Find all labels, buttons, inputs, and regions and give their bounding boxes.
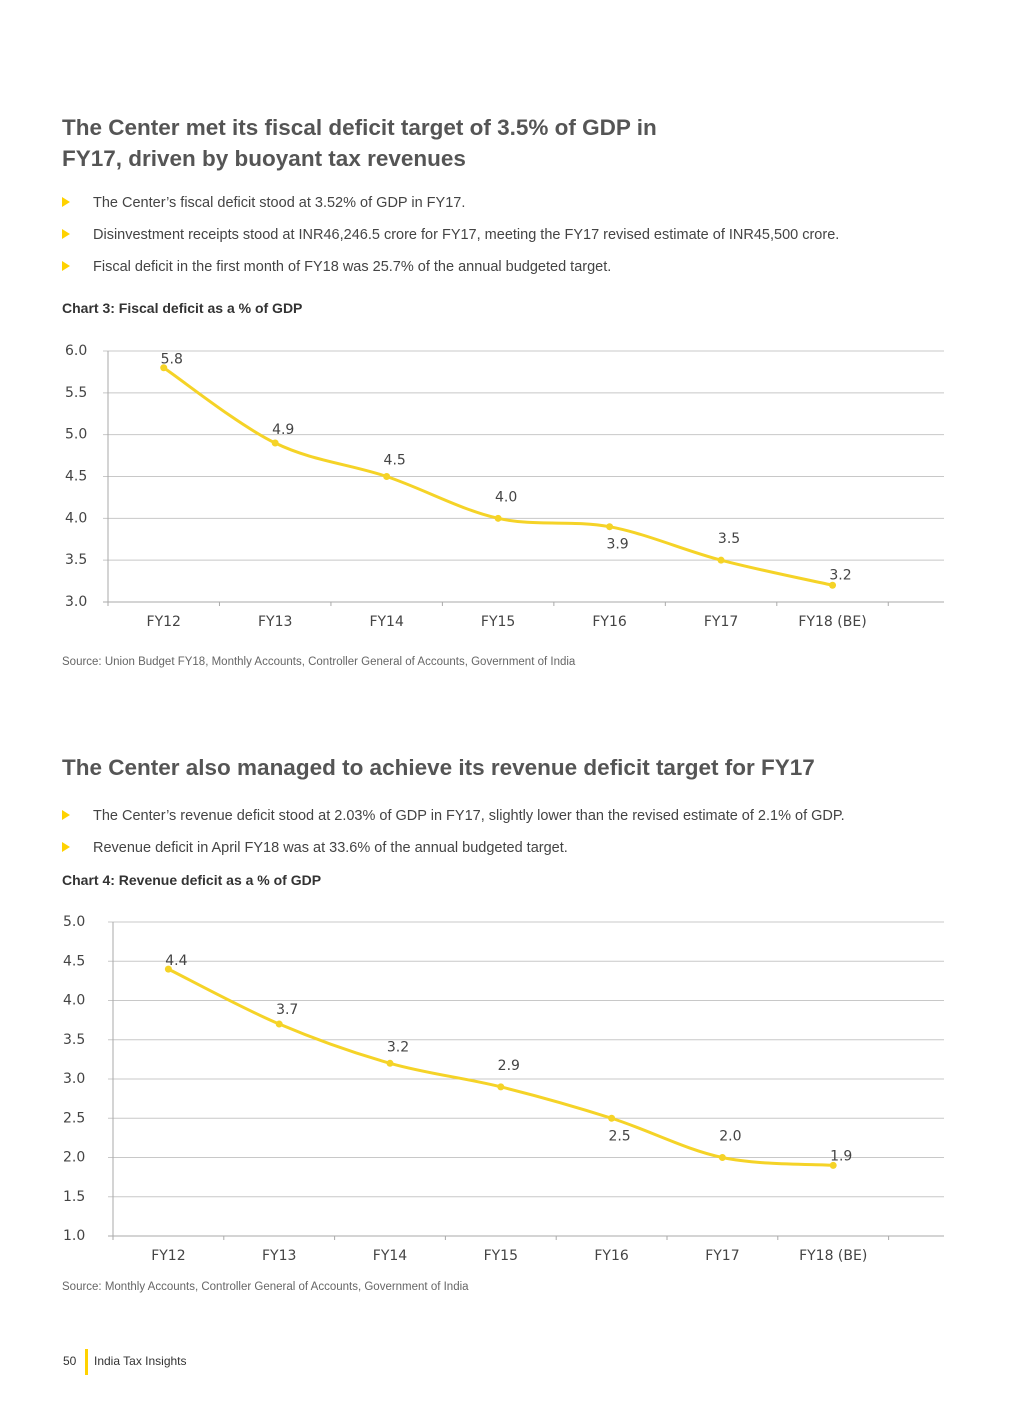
chart3-data-label: 4.5 <box>384 453 406 469</box>
footer-divider <box>85 1349 88 1375</box>
chart3-y-tick-label: 6.0 <box>65 343 87 359</box>
chart4-source: Source: Monthly Accounts, Controller Gen… <box>62 1281 469 1293</box>
chart4-y-tick-label: 1.5 <box>63 1189 85 1205</box>
chart3-x-tick-label: FY15 <box>481 614 515 630</box>
chart4-data-label: 3.2 <box>387 1039 409 1055</box>
chart3-data-point <box>606 523 614 531</box>
chart3-y-tick-label: 5.5 <box>65 385 87 401</box>
chart4-x-tick-label: FY13 <box>262 1248 296 1264</box>
bullet-text: Fiscal deficit in the first month of FY1… <box>93 259 612 275</box>
chart3-x-tick-label: FY13 <box>258 614 292 630</box>
bullet-text: Disinvestment receipts stood at INR46,24… <box>93 227 840 243</box>
chart4-data-label: 2.0 <box>719 1129 741 1145</box>
bullet-item: Disinvestment receipts stood at INR46,24… <box>62 225 839 257</box>
chart3-y-tick-label: 3.0 <box>65 594 87 610</box>
chart4-y-tick-label: 4.5 <box>63 953 85 969</box>
chart3-title: Chart 3: Fiscal deficit as a % of GDP <box>62 300 303 316</box>
chart3-data-point <box>829 581 837 589</box>
chart3-source: Source: Union Budget FY18, Monthly Accou… <box>62 656 576 668</box>
chart4-x-tick-label: FY12 <box>151 1248 185 1264</box>
section1-bullet-list: The Center’s fiscal deficit stood at 3.5… <box>62 193 839 289</box>
chart4-x-tick-label: FY14 <box>373 1248 408 1264</box>
chart4-y-tick-label: 1.0 <box>63 1228 85 1244</box>
chart4-data-point <box>164 965 172 973</box>
section1-heading-line1: The Center met its fiscal deficit target… <box>62 115 657 140</box>
chart3-x-tick-label: FY18 (BE) <box>798 614 866 630</box>
chart4-data-label: 2.5 <box>608 1128 630 1144</box>
chart3-data-label: 5.8 <box>161 352 183 368</box>
bullet-text: The Center’s revenue deficit stood at 2.… <box>93 808 845 824</box>
chart3-y-tick-label: 4.0 <box>65 510 87 526</box>
bullet-arrow-icon <box>62 810 70 820</box>
chart4-y-tick-label: 3.0 <box>63 1071 85 1087</box>
bullet-item: The Center’s fiscal deficit stood at 3.5… <box>62 193 839 225</box>
chart3-data-point <box>383 473 391 480</box>
bullet-item: The Center’s revenue deficit stood at 2.… <box>62 806 845 838</box>
bullet-item: Fiscal deficit in the first month of FY1… <box>62 257 839 289</box>
publication-name: India Tax Insights <box>94 1354 187 1368</box>
chart3-data-point <box>717 556 725 564</box>
chart4-y-tick-label: 3.5 <box>63 1032 85 1048</box>
chart3-data-point <box>160 364 168 372</box>
section2-bullet-list: The Center’s revenue deficit stood at 2.… <box>62 806 845 870</box>
bullet-arrow-icon <box>62 197 70 207</box>
chart4-y-tick-label: 5.0 <box>63 914 85 930</box>
chart4-revenue-deficit: 1.0 1.5 2.0 2.5 3.0 3.5 4.0 4.5 5.0 FY12 FY13 FY14 F… <box>63 914 944 1264</box>
page-number: 50 <box>63 1354 77 1368</box>
bullet-arrow-icon <box>62 261 70 271</box>
chart3-y-tick-label: 5.0 <box>65 427 87 443</box>
chart3-x-tick-label: FY12 <box>147 614 181 630</box>
chart4-data-label: 1.9 <box>830 1148 852 1164</box>
chart3-data-label: 3.5 <box>718 531 740 547</box>
chart4-data-point <box>608 1114 616 1122</box>
section2-heading: The Center also managed to achieve its r… <box>62 755 815 780</box>
chart3-data-label: 3.2 <box>829 567 851 583</box>
chart4-y-tick-label: 4.0 <box>63 993 85 1009</box>
chart4-y-tick-label: 2.5 <box>63 1110 85 1126</box>
chart3-data-label: 4.9 <box>272 422 294 438</box>
chart3-x-tick-label: FY14 <box>369 614 404 630</box>
chart4-data-point <box>829 1161 837 1169</box>
chart3-data-point <box>271 439 279 447</box>
chart4-data-point <box>386 1059 394 1067</box>
section1-heading: The Center met its fiscal deficit target… <box>62 112 657 174</box>
bullet-item: Revenue deficit in April FY18 was at 33.… <box>62 838 845 870</box>
section1-heading-line2: FY17, driven by buoyant tax revenues <box>62 146 466 171</box>
chart3-x-tick-label: FY17 <box>704 614 738 630</box>
chart4-y-tick-label: 2.0 <box>63 1150 85 1166</box>
chart4-x-tick-label: FY18 (BE) <box>799 1248 867 1264</box>
bullet-arrow-icon <box>62 229 70 239</box>
chart3-data-label: 3.9 <box>606 537 628 553</box>
chart4-data-point <box>497 1083 505 1091</box>
chart4-x-tick-label: FY16 <box>594 1248 629 1264</box>
chart3-y-tick-label: 4.5 <box>65 469 87 485</box>
bullet-arrow-icon <box>62 842 70 852</box>
chart4-x-tick-label: FY17 <box>705 1248 739 1264</box>
chart4-data-point <box>718 1154 726 1161</box>
chart4-data-label: 3.7 <box>276 1002 298 1018</box>
chart4-data-label: 2.9 <box>498 1058 520 1074</box>
chart4-data-point <box>275 1020 283 1028</box>
chart4-x-tick-label: FY15 <box>484 1248 518 1264</box>
bullet-text: Revenue deficit in April FY18 was at 33.… <box>93 840 568 856</box>
chart3-data-label: 4.0 <box>495 489 517 505</box>
bullet-text: The Center’s fiscal deficit stood at 3.5… <box>93 195 466 211</box>
chart3-fiscal-deficit: 3.0 3.5 4.0 4.5 5.0 5.5 6.0 FY12 FY13 FY14 FY15 FY1… <box>65 343 944 630</box>
chart4-title: Chart 4: Revenue deficit as a % of GDP <box>62 872 322 888</box>
chart3-data-point <box>494 514 502 522</box>
chart3-y-tick-label: 3.5 <box>65 552 87 568</box>
chart3-x-tick-label: FY16 <box>592 614 627 630</box>
chart4-data-label: 4.4 <box>165 953 187 969</box>
